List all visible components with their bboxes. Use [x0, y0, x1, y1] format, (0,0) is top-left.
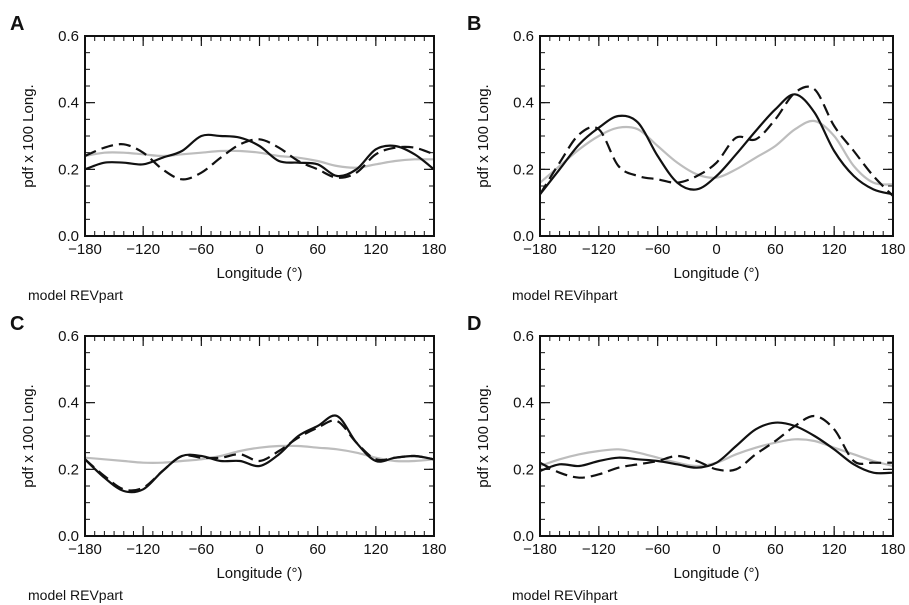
- x-tick-label: −60: [645, 241, 670, 258]
- minor-ticks: [539, 335, 894, 537]
- y-tick-label: 0.6: [58, 28, 79, 45]
- y-tick-label: 0.2: [513, 461, 534, 478]
- x-tick-label: −60: [189, 241, 214, 258]
- y-tick-label: 0.0: [58, 528, 79, 545]
- y-axis-title: pdf x 100 Long.: [475, 84, 492, 187]
- y-tick-label: 0.2: [58, 461, 79, 478]
- x-tick-label: 120: [363, 541, 388, 558]
- x-tick-label: −120: [582, 541, 616, 558]
- y-axis-title: pdf x 100 Long.: [20, 384, 37, 487]
- panel-letter: B: [467, 13, 481, 35]
- y-tick-label: 0.2: [513, 161, 534, 178]
- x-axis-title: Longitude (°): [673, 565, 759, 582]
- y-tick-label: 0.6: [513, 28, 534, 45]
- y-tick-label: 0.0: [58, 228, 79, 245]
- series-gray-line: [85, 444, 434, 464]
- x-tick-label: −120: [582, 241, 616, 258]
- x-tick-label: 0: [255, 241, 263, 258]
- x-tick-label: 60: [767, 541, 784, 558]
- series-dashed-line: [85, 419, 434, 492]
- panel-b: −180 −120 −60 0 60 120 180 0.0 0.2 0.4 0.6 B Longitu…: [467, 13, 906, 303]
- x-tick-label: 120: [822, 241, 847, 258]
- plot-frame: [84, 35, 435, 237]
- x-tick-label: −180: [68, 541, 102, 558]
- series-gray-line: [85, 149, 434, 169]
- minor-ticks: [539, 35, 894, 237]
- series-dashed-line: [540, 85, 893, 197]
- y-tick-label: 0.2: [58, 161, 79, 178]
- series-solid-line: [85, 133, 434, 178]
- panel-letter: D: [467, 313, 481, 335]
- y-tick-label: 0.4: [58, 395, 79, 412]
- minor-ticks: [84, 335, 435, 537]
- x-tick-label: −120: [126, 241, 160, 258]
- panel-a: −180 −120 −60 0 60 120 180 0.0 0.2 0.4 0.6 A Longitu…: [10, 13, 447, 303]
- x-tick-label: 60: [309, 541, 326, 558]
- panel-caption: model REVpart: [28, 287, 123, 303]
- x-tick-label: 0: [712, 541, 720, 558]
- x-tick-label: 0: [712, 241, 720, 258]
- y-tick-label: 0.4: [513, 95, 534, 112]
- y-tick-label: 0.4: [513, 395, 534, 412]
- x-tick-label: 60: [309, 241, 326, 258]
- minor-ticks: [84, 35, 435, 237]
- panel-c: −180 −120 −60 0 60 120 180 0.0 0.2 0.4 0.6 C Longitu…: [10, 313, 447, 603]
- y-tick-label: 0.0: [513, 528, 534, 545]
- x-tick-label: −180: [523, 541, 557, 558]
- series-solid-line: [85, 414, 434, 494]
- series-dashed-line: [85, 138, 434, 181]
- x-tick-label: 180: [421, 241, 446, 258]
- x-tick-label: 60: [767, 241, 784, 258]
- series-dashed-line: [540, 414, 893, 479]
- x-axis-title: Longitude (°): [673, 265, 759, 282]
- x-tick-label: −180: [523, 241, 557, 258]
- y-axis-title: pdf x 100 Long.: [20, 84, 37, 187]
- series-solid-line: [540, 93, 893, 196]
- x-tick-label: 120: [822, 541, 847, 558]
- y-tick-label: 0.4: [58, 95, 79, 112]
- x-tick-label: −120: [126, 541, 160, 558]
- panel-caption: model REVihpart: [512, 587, 618, 603]
- y-tick-label: 0.0: [513, 228, 534, 245]
- y-axis-title: pdf x 100 Long.: [475, 384, 492, 487]
- series-gray-line: [540, 119, 893, 186]
- y-tick-label: 0.6: [58, 328, 79, 345]
- x-tick-label: 180: [880, 241, 905, 258]
- x-tick-label: −60: [645, 541, 670, 558]
- plot-frame: [539, 335, 894, 537]
- panel-letter: A: [10, 13, 24, 35]
- x-axis-title: Longitude (°): [216, 265, 302, 282]
- x-axis-title: Longitude (°): [216, 565, 302, 582]
- x-tick-label: 120: [363, 241, 388, 258]
- plot-frame: [84, 335, 435, 537]
- panel-caption: model REVihpart: [512, 287, 618, 303]
- panel-caption: model REVpart: [28, 587, 123, 603]
- x-tick-label: −60: [189, 541, 214, 558]
- panel-letter: C: [10, 313, 24, 335]
- y-tick-label: 0.6: [513, 328, 534, 345]
- series-solid-line: [540, 421, 893, 475]
- x-tick-label: −180: [68, 241, 102, 258]
- x-tick-label: 180: [421, 541, 446, 558]
- plot-frame: [539, 35, 894, 237]
- panel-d: −180 −120 −60 0 60 120 180 0.0 0.2 0.4 0.6 D Longitu…: [467, 313, 906, 603]
- x-tick-label: 180: [880, 541, 905, 558]
- x-tick-label: 0: [255, 541, 263, 558]
